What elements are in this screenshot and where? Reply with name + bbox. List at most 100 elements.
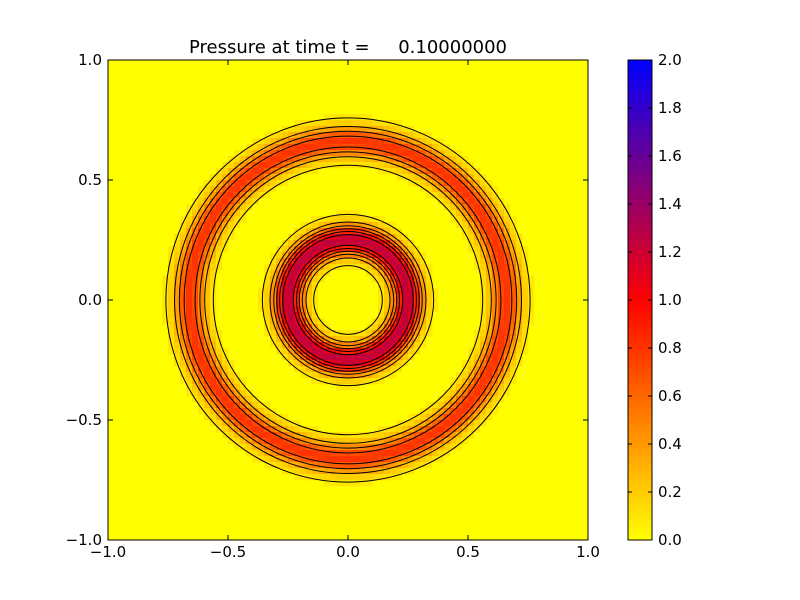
heatmap-cell: [180, 216, 187, 223]
heatmap-cell: [312, 168, 319, 175]
heatmap-cell: [228, 186, 235, 193]
heatmap-cell: [210, 378, 217, 385]
heatmap-cell: [450, 216, 457, 223]
heatmap-cell: [450, 444, 457, 451]
heatmap-cell: [384, 288, 391, 295]
contour-line: [276, 228, 420, 372]
heatmap-cell: [498, 342, 505, 349]
heatmap-cell: [510, 246, 517, 253]
heatmap-cell: [432, 288, 439, 295]
heatmap-cell: [258, 174, 265, 181]
heatmap-cell: [366, 114, 373, 121]
heatmap-cell: [402, 168, 409, 175]
heatmap-cell: [294, 138, 301, 145]
heatmap-cell: [348, 246, 355, 253]
heatmap-cell: [306, 156, 313, 163]
heatmap-cell: [378, 354, 385, 361]
heatmap-cell: [186, 360, 193, 367]
heatmap-cell: [324, 378, 331, 385]
heatmap-cell: [162, 282, 169, 289]
heatmap-cell: [354, 354, 361, 361]
heatmap-cell: [510, 234, 517, 241]
heatmap-cell: [240, 168, 247, 175]
heatmap-cell: [264, 186, 271, 193]
heatmap-cell: [336, 456, 343, 463]
heatmap-cell: [210, 258, 217, 265]
heatmap-cell: [522, 276, 529, 283]
heatmap-cell: [330, 378, 337, 385]
heatmap-cell: [492, 348, 499, 355]
heatmap-cell: [288, 294, 295, 301]
heatmap-cell: [252, 396, 259, 403]
heatmap-cell: [264, 438, 271, 445]
heatmap-cell: [270, 426, 277, 433]
heatmap-cell: [426, 402, 433, 409]
heatmap-cell: [510, 216, 517, 223]
heatmap-cell: [360, 126, 367, 133]
heatmap-cell: [414, 294, 421, 301]
heatmap-cell: [306, 132, 313, 139]
heatmap-cell: [294, 300, 301, 307]
heatmap-cell: [486, 276, 493, 283]
heatmap-cell: [210, 354, 217, 361]
heatmap-cell: [396, 426, 403, 433]
heatmap-cell: [468, 210, 475, 217]
heatmap-cell: [282, 276, 289, 283]
heatmap-cell: [420, 162, 427, 169]
heatmap-cell: [258, 426, 265, 433]
heatmap-cell: [294, 456, 301, 463]
heatmap-cell: [300, 294, 307, 301]
heatmap-cell: [468, 372, 475, 379]
heatmap-cell: [270, 150, 277, 157]
heatmap-cell: [282, 180, 289, 187]
heatmap-cell: [324, 438, 331, 445]
heatmap-cell: [258, 408, 265, 415]
heatmap-cell: [186, 210, 193, 217]
heatmap-cell: [510, 300, 517, 307]
heatmap-cell: [486, 360, 493, 367]
heatmap-cell: [198, 378, 205, 385]
heatmap-cell: [528, 288, 535, 295]
heatmap-cell: [258, 420, 265, 427]
heatmap-cell: [186, 288, 193, 295]
heatmap-cell: [306, 150, 313, 157]
heatmap-cell: [402, 306, 409, 313]
heatmap-cell: [480, 192, 487, 199]
heatmap-cell: [276, 420, 283, 427]
heatmap-cell: [438, 456, 445, 463]
heatmap-cell: [330, 150, 337, 157]
heatmap-cell: [504, 216, 511, 223]
heatmap-cell: [306, 228, 313, 235]
heatmap-cell: [180, 312, 187, 319]
heatmap-cell: [330, 228, 337, 235]
heatmap-cell: [204, 294, 211, 301]
heatmap-cell: [210, 282, 217, 289]
heatmap-cell: [492, 234, 499, 241]
heatmap-cell: [198, 192, 205, 199]
heatmap-cell: [246, 426, 253, 433]
heatmap-cell: [516, 288, 523, 295]
heatmap-cell: [252, 426, 259, 433]
heatmap-cell: [222, 372, 229, 379]
heatmap-cell: [294, 156, 301, 163]
heatmap-cell: [390, 318, 397, 325]
heatmap-cell: [210, 402, 217, 409]
heatmap-cell: [234, 210, 241, 217]
heatmap-cell: [210, 324, 217, 331]
heatmap-cell: [276, 276, 283, 283]
heatmap-cell: [342, 468, 349, 475]
heatmap-cell: [378, 150, 385, 157]
heatmap-cell: [366, 258, 373, 265]
heatmap-cell: [390, 150, 397, 157]
heatmap-cell: [378, 294, 385, 301]
heatmap-cell: [408, 240, 415, 247]
heatmap-cell: [366, 216, 373, 223]
heatmap-cell: [444, 408, 451, 415]
heatmap-cell: [336, 114, 343, 121]
heatmap-cell: [510, 282, 517, 289]
heatmap-cell: [402, 240, 409, 247]
heatmap-cell: [222, 234, 229, 241]
heatmap-cell: [384, 228, 391, 235]
heatmap-cell: [354, 444, 361, 451]
heatmap-cell: [510, 240, 517, 247]
